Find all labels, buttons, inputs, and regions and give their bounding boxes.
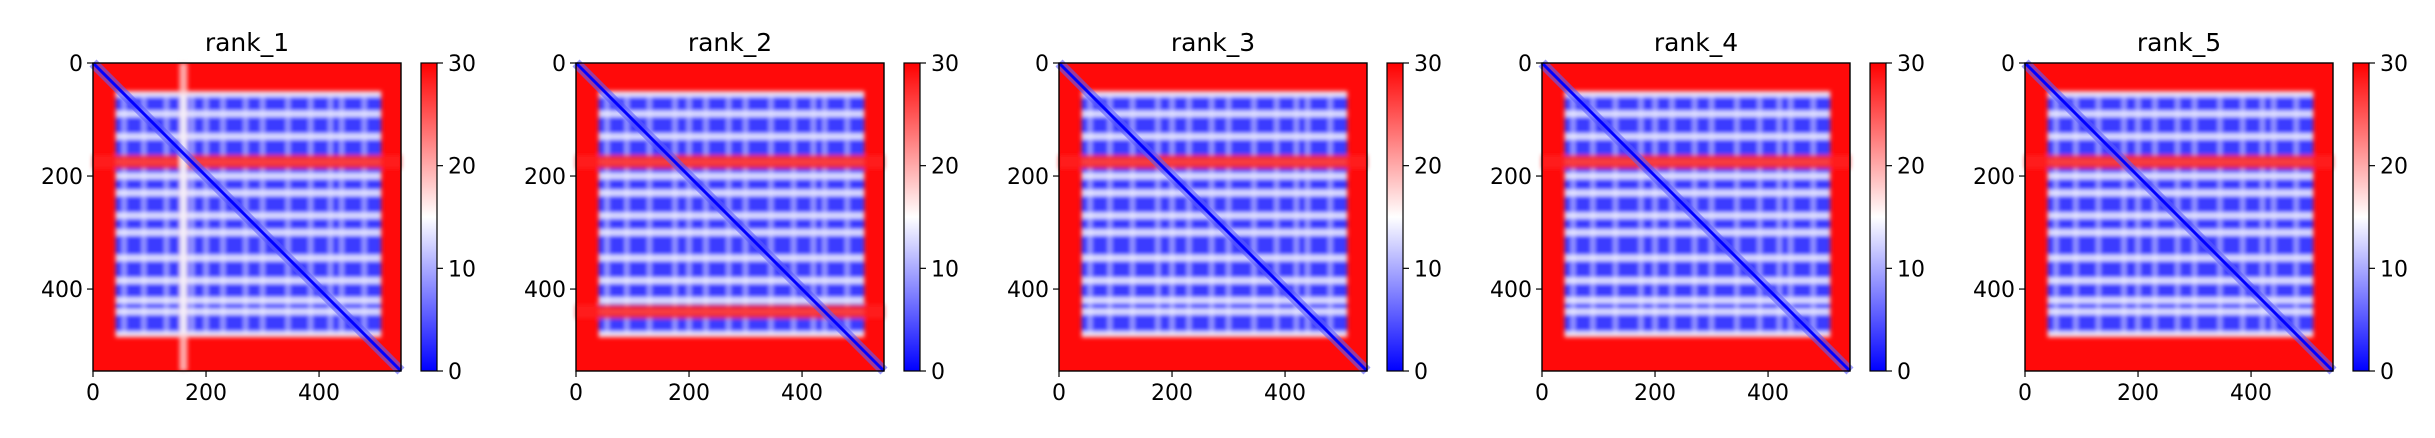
colorbar-tick-label: 0 — [448, 360, 462, 385]
x-tick-label: 200 — [668, 381, 710, 406]
y-tick-label: 0 — [552, 52, 566, 77]
colorbar-tick-label: 30 — [448, 52, 476, 77]
y-tick-label: 200 — [1007, 165, 1049, 190]
axes-frame — [1541, 62, 1851, 372]
panel-title: rank_2 — [688, 28, 772, 57]
axes-frame — [92, 62, 402, 372]
y-tick-label: 200 — [1973, 165, 2015, 190]
colorbar-tick-label: 30 — [2380, 52, 2408, 77]
x-tick-label: 200 — [185, 381, 227, 406]
colorbar-tick-label: 0 — [2380, 360, 2394, 385]
colorbar-tick-label: 20 — [1414, 155, 1442, 180]
colorbar: 0 10 20 30 — [420, 52, 476, 385]
x-tick-label: 0 — [2018, 381, 2032, 406]
colorbar-tick-label: 0 — [931, 360, 945, 385]
axes-frame — [2024, 62, 2334, 372]
x-tick-label: 400 — [298, 381, 340, 406]
axes-frame — [575, 62, 885, 372]
heatmap-image — [1055, 59, 1371, 375]
x-tick-label: 200 — [1634, 381, 1676, 406]
x-tick-label: 0 — [1535, 381, 1549, 406]
axes-frame — [1058, 62, 1368, 372]
y-tick-label: 0 — [69, 52, 83, 77]
colorbar: 0 10 20 30 — [903, 52, 959, 385]
colorbar-tick-label: 0 — [1897, 360, 1911, 385]
y-tick-label: 200 — [41, 165, 83, 190]
colorbar-tick-label: 10 — [1414, 257, 1442, 282]
colorbar-tick-label: 10 — [1897, 257, 1925, 282]
heatmap-panel-5: rank_5 0 200 400 0 200 400 0 10 20 30 — [1973, 28, 2408, 406]
colorbar-tick-label: 0 — [1414, 360, 1428, 385]
x-tick-label: 0 — [86, 381, 100, 406]
x-tick-label: 0 — [1052, 381, 1066, 406]
colorbar-tick-label: 10 — [931, 257, 959, 282]
colorbar-tick-label: 30 — [931, 52, 959, 77]
colorbar-tick-label: 20 — [1897, 155, 1925, 180]
heatmap-image — [2021, 59, 2337, 375]
y-tick-label: 400 — [1007, 278, 1049, 303]
panel-title: rank_4 — [1654, 28, 1738, 57]
x-tick-label: 200 — [2117, 381, 2159, 406]
y-tick-label: 200 — [524, 165, 566, 190]
colorbar-tick-label: 30 — [1414, 52, 1442, 77]
y-tick-label: 400 — [41, 278, 83, 303]
heatmap-panel-3: rank_3 0 200 400 0 200 400 0 10 20 30 — [1007, 28, 1442, 406]
colorbar-tick-label: 30 — [1897, 52, 1925, 77]
y-tick-label: 0 — [1518, 52, 1532, 77]
y-tick-label: 0 — [1035, 52, 1049, 77]
heatmap-panel-1: rank_1 0 200 400 0 200 400 0 10 20 30 — [41, 28, 476, 406]
y-tick-label: 200 — [1490, 165, 1532, 190]
panel-title: rank_5 — [2137, 28, 2221, 57]
x-tick-label: 400 — [1747, 381, 1789, 406]
y-tick-label: 400 — [1973, 278, 2015, 303]
colorbar: 0 10 20 30 — [2352, 52, 2408, 385]
heatmap-image — [572, 59, 888, 375]
panel-title: rank_1 — [205, 28, 289, 57]
colorbar-tick-label: 20 — [448, 155, 476, 180]
colorbar-tick-label: 10 — [448, 257, 476, 282]
x-tick-label: 400 — [781, 381, 823, 406]
colorbar-tick-label: 20 — [931, 155, 959, 180]
heatmap-panel-4: rank_4 0 200 400 0 200 400 0 10 20 30 — [1490, 28, 1925, 406]
heatmap-image — [89, 59, 405, 375]
y-tick-label: 0 — [2001, 52, 2015, 77]
heatmap-image — [1538, 59, 1854, 375]
x-tick-label: 200 — [1151, 381, 1193, 406]
x-tick-label: 0 — [569, 381, 583, 406]
y-tick-label: 400 — [524, 278, 566, 303]
x-tick-label: 400 — [1264, 381, 1306, 406]
colorbar-tick-label: 10 — [2380, 257, 2408, 282]
panel-title: rank_3 — [1171, 28, 1255, 57]
colorbar: 0 10 20 30 — [1386, 52, 1442, 385]
colorbar: 0 10 20 30 — [1869, 52, 1925, 385]
y-tick-label: 400 — [1490, 278, 1532, 303]
colorbar-tick-label: 20 — [2380, 155, 2408, 180]
heatmap-panel-2: rank_2 0 200 400 0 200 400 0 10 20 30 — [524, 28, 959, 406]
x-tick-label: 400 — [2230, 381, 2272, 406]
